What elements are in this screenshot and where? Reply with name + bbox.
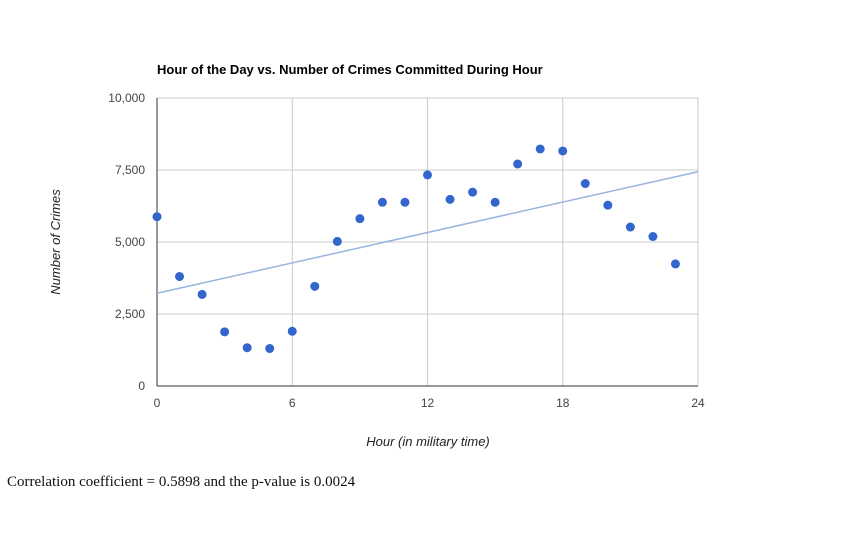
data-point — [445, 194, 455, 204]
y-tick-label: 2,500 — [115, 307, 145, 321]
y-tick-label: 7,500 — [115, 163, 145, 177]
data-point — [423, 170, 432, 180]
x-axis-title: Hour (in military time) — [366, 434, 490, 449]
x-tick-label: 24 — [691, 396, 705, 410]
data-point — [648, 232, 658, 242]
grid-lines — [157, 97, 699, 386]
trendline-group — [156, 170, 699, 294]
data-point — [468, 187, 478, 197]
correlation-caption: Correlation coefficient = 0.5898 and the… — [7, 474, 356, 490]
data-point — [580, 179, 590, 189]
data-point — [355, 214, 365, 224]
data-point — [558, 146, 568, 156]
x-tick-label: 0 — [154, 396, 161, 410]
data-point — [400, 197, 410, 207]
data-point — [603, 200, 613, 210]
data-point — [175, 272, 185, 282]
data-point — [670, 259, 680, 269]
y-tick-label: 0 — [138, 379, 145, 393]
trendline — [156, 170, 699, 294]
data-point — [535, 144, 545, 154]
x-tick-label: 12 — [421, 396, 435, 410]
y-axis-title: Number of Crimes — [48, 189, 63, 295]
y-tick-labels: 0 2,500 5,000 7,500 10,000 — [108, 91, 145, 393]
x-tick-label: 18 — [556, 396, 570, 410]
x-tick-label: 6 — [289, 396, 296, 410]
y-tick-label: 5,000 — [115, 235, 145, 249]
data-point — [220, 327, 230, 337]
x-tick-labels: 0 6 12 18 24 — [154, 396, 705, 410]
data-point — [490, 197, 500, 207]
data-point — [625, 222, 635, 232]
data-point — [242, 343, 252, 353]
data-point — [265, 344, 275, 354]
data-point — [332, 236, 342, 246]
data-point — [152, 212, 162, 222]
data-point — [287, 326, 297, 336]
data-point — [197, 289, 207, 299]
data-point — [377, 197, 387, 207]
data-point — [310, 281, 320, 291]
data-point — [513, 159, 523, 169]
axes — [156, 98, 698, 387]
data-points — [152, 144, 680, 354]
chart-title: Hour of the Day vs. Number of Crimes Com… — [157, 62, 543, 77]
y-tick-label: 10,000 — [108, 91, 145, 105]
